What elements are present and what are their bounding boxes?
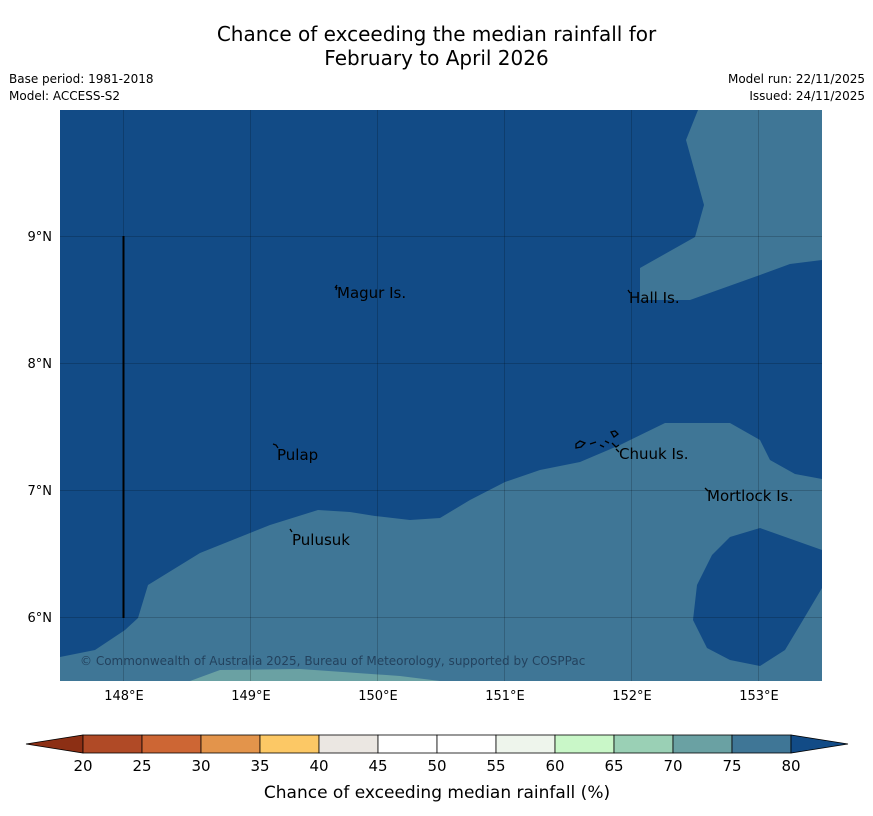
lat-label-6n: 6°N	[28, 611, 53, 626]
longitude-labels: 148°E 149°E 150°E 151°E 152°E 153°E	[104, 689, 779, 704]
base-period: Base period: 1981-2018	[9, 72, 154, 86]
island-pulusuk	[289, 528, 293, 533]
colorbar-tick-labels: 20 25 30 35 40 45 50 55 60 65 70 75 80	[73, 757, 800, 775]
colorbar-segment-30-35	[200, 734, 261, 754]
place-magur: Magur Is.	[337, 284, 406, 302]
island-chuuk	[575, 430, 620, 453]
place-pulusuk: Pulusuk	[292, 531, 350, 549]
probability-band-75-80-south	[60, 423, 822, 681]
colorbar-tick: 80	[781, 757, 800, 775]
colorbar-segment-45-50	[377, 734, 438, 754]
colorbar-segment-60-65	[554, 734, 615, 754]
island-pulap	[272, 443, 279, 449]
lon-label-148: 148°E	[104, 689, 144, 704]
colorbar-over-arrow	[790, 734, 849, 754]
colorbar-tick: 50	[427, 757, 446, 775]
lat-label-7n: 7°N	[28, 484, 53, 499]
title-line-1: Chance of exceeding the median rainfall …	[216, 22, 657, 46]
lat-label-9n: 9°N	[28, 230, 53, 245]
colorbar-tick: 65	[604, 757, 623, 775]
colorbar-tick: 75	[722, 757, 741, 775]
model-run: Model run: 22/11/2025	[727, 72, 865, 86]
chart-title: Chance of exceeding the median rainfall …	[0, 22, 873, 70]
colorbar-tick: 60	[545, 757, 564, 775]
latitude-labels: 9°N 8°N 7°N 6°N	[28, 230, 53, 626]
probability-band-70-75	[190, 669, 440, 681]
title-line-2: February to April 2026	[324, 46, 549, 70]
colorbar-tick: 35	[250, 757, 269, 775]
colorbar-segment-25-30	[141, 734, 202, 754]
colorbar-tick: 25	[132, 757, 151, 775]
colorbar-segment-35-40	[259, 734, 320, 754]
colorbar-segment-75-80	[731, 734, 792, 754]
colorbar-tick: 30	[191, 757, 210, 775]
colorbar-tick: 70	[663, 757, 682, 775]
lon-label-152: 152°E	[612, 689, 652, 704]
place-chuuk: Chuuk Is.	[619, 445, 688, 463]
lon-label-149: 149°E	[231, 689, 271, 704]
place-labels: Magur Is. Hall Is. Pulap Chuuk Is. Mortl…	[277, 284, 793, 549]
colorbar-tick: 40	[309, 757, 328, 775]
model-name: Model: ACCESS-S2	[9, 89, 121, 103]
place-hall: Hall Is.	[629, 289, 680, 307]
map-area	[60, 110, 822, 681]
island-magur	[334, 284, 338, 291]
colorbar-segment-40-45	[318, 734, 379, 754]
copyright-notice: © Commonwealth of Australia 2025, Bureau…	[80, 654, 585, 668]
probability-band-75-80-north	[640, 110, 822, 300]
colorbar-tick: 20	[73, 757, 92, 775]
colorbar-label: Chance of exceeding median rainfall (%)	[264, 783, 610, 803]
colorbar-segments	[82, 734, 792, 754]
colorbar: 20 25 30 35 40 45 50 55 60 65 70 75 80 C…	[25, 734, 849, 803]
meta-right: Model run: 22/11/2025 Issued: 24/11/2025	[728, 71, 865, 105]
lon-label-153: 153°E	[739, 689, 779, 704]
colorbar-segment-55-60	[495, 734, 556, 754]
lon-label-151: 151°E	[485, 689, 525, 704]
colorbar-segment-20-25	[82, 734, 143, 754]
island-mortlock	[704, 487, 709, 492]
lat-label-8n: 8°N	[28, 357, 53, 372]
colorbar-tick: 55	[486, 757, 505, 775]
colorbar-segment-70-75	[672, 734, 733, 754]
colorbar-tick: 45	[368, 757, 387, 775]
colorbar-segment-65-70	[613, 734, 674, 754]
lon-label-150: 150°E	[358, 689, 398, 704]
place-pulap: Pulap	[277, 446, 318, 464]
colorbar-under-arrow	[25, 734, 84, 754]
meta-left: Base period: 1981-2018 Model: ACCESS-S2	[9, 71, 154, 105]
place-mortlock: Mortlock Is.	[707, 487, 793, 505]
island-hall	[627, 289, 631, 294]
island-outlines	[272, 284, 709, 533]
colorbar-segment-50-55	[436, 734, 497, 754]
issued-date: Issued: 24/11/2025	[749, 89, 865, 103]
